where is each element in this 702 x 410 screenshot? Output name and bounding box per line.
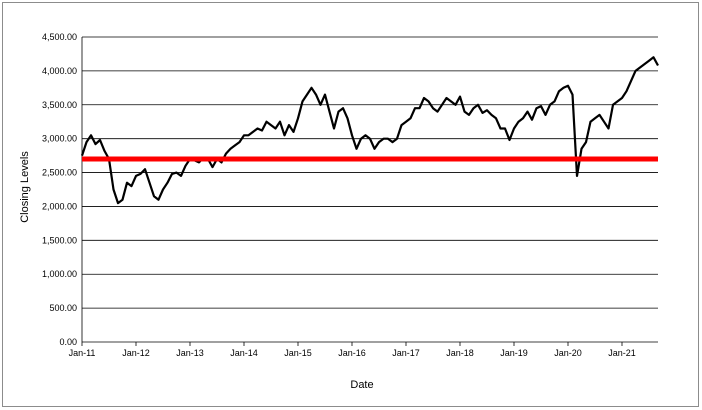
y-tick-label: 2,000.00 — [42, 201, 77, 211]
y-axis-ticks: 0.00 500.00 1,000.00 1,500.00 2,000.00 2,500.… — [42, 32, 77, 347]
y-tick-label: 0.00 — [59, 337, 77, 347]
y-tick-label: 1,000.00 — [42, 269, 77, 279]
y-tick-label: 4,000.00 — [42, 66, 77, 76]
x-tick-label: Jan-12 — [122, 348, 150, 358]
y-tick-label: 4,500.00 — [42, 32, 77, 42]
x-axis-ticks: Jan-11 Jan-12 Jan-13 Jan-14 Jan-15 Jan-16 Jan-… — [69, 342, 636, 358]
y-tick-label: 3,500.00 — [42, 100, 77, 110]
y-axis-title: Closing Levels — [19, 151, 31, 223]
series-layer — [80, 56, 659, 205]
x-tick-label: Jan-17 — [392, 348, 420, 358]
x-axis-title: Date — [350, 379, 373, 391]
x-tick-label: Jan-18 — [446, 348, 474, 358]
x-tick-label: Jan-21 — [608, 348, 636, 358]
x-tick-label: Jan-11 — [69, 348, 96, 358]
x-tick-label: Jan-13 — [176, 348, 204, 358]
x-tick-label: Jan-14 — [230, 348, 258, 358]
y-tick-label: 500.00 — [49, 303, 77, 313]
x-tick-label: Jan-20 — [554, 348, 582, 358]
y-tick-label: 2,500.00 — [42, 168, 77, 178]
x-tick-label: Jan-16 — [338, 348, 366, 358]
y-tick-label: 1,500.00 — [42, 235, 77, 245]
y-tick-label: 3,000.00 — [42, 134, 77, 144]
gridlines — [81, 36, 658, 343]
series-line — [80, 56, 659, 205]
x-tick-label: Jan-15 — [284, 348, 312, 358]
x-tick-label: Jan-19 — [500, 348, 528, 358]
